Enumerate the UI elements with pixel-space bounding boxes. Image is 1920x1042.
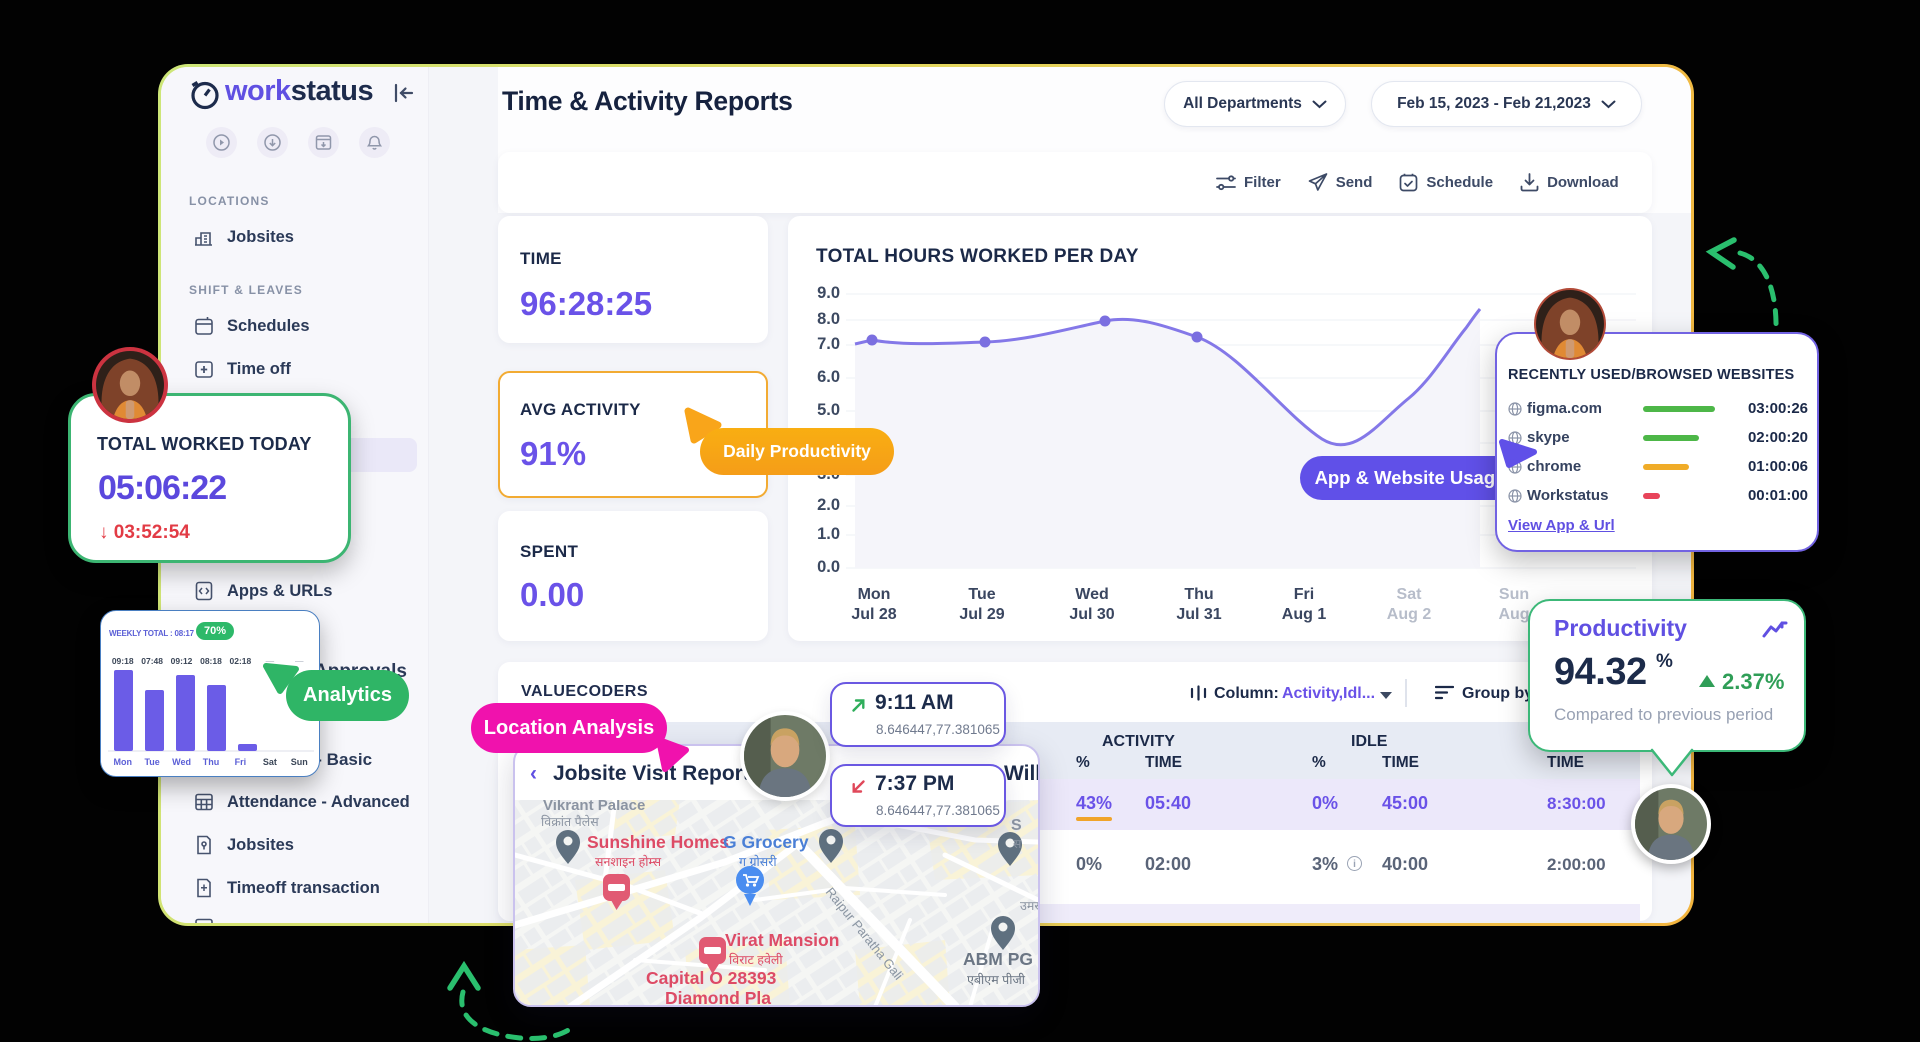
svg-text:सनशाइन होम्स: सनशाइन होम्स <box>595 854 662 869</box>
svg-text:S: S <box>1011 817 1022 834</box>
svg-text:Vikrant Palace: Vikrant Palace <box>543 800 645 814</box>
svg-text:विराट हवेली: विराट हवेली <box>729 952 783 967</box>
svg-text:उमर: उमर <box>1020 899 1038 913</box>
svg-text:ग ग्रोसरी: ग ग्रोसरी <box>739 854 777 869</box>
svg-text:Capital O 28393: Capital O 28393 <box>646 968 777 988</box>
svg-text:Virat Mansion: Virat Mansion <box>725 930 839 950</box>
svg-text:एबीएम पीजी: एबीएम पीजी <box>967 972 1026 987</box>
svg-text:Diamond Pla: Diamond Pla <box>665 988 771 1007</box>
svg-text:G Grocery: G Grocery <box>723 832 809 852</box>
svg-text:स: स <box>1013 837 1022 851</box>
svg-text:विक्रांत पैलेस: विक्रांत पैलेस <box>541 814 599 829</box>
svg-text:Sunshine Homes: Sunshine Homes <box>587 832 729 852</box>
svg-text:ABM PG: ABM PG <box>963 949 1033 969</box>
